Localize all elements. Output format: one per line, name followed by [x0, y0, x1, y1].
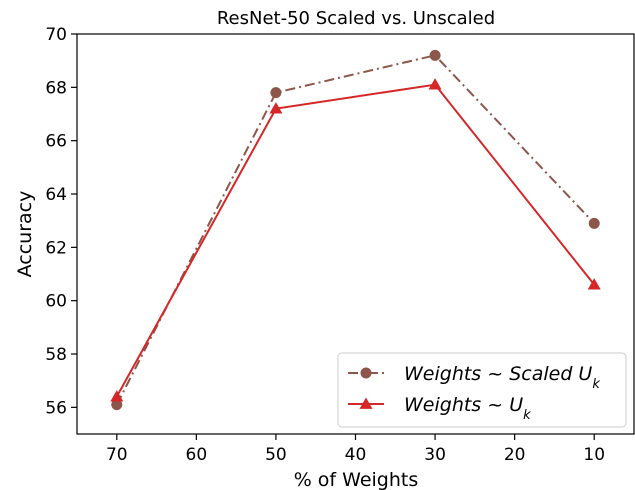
series-2-point	[428, 78, 442, 90]
series-line-1	[115, 54, 595, 406]
x-tick-label: 70	[106, 445, 128, 465]
y-tick-label: 64	[45, 185, 67, 205]
y-tick-label: 66	[45, 132, 67, 152]
y-tick-label: 68	[45, 78, 67, 98]
chart-title: ResNet-50 Scaled vs. Unscaled	[217, 8, 495, 29]
series-1-point	[588, 217, 600, 229]
y-tick-label: 70	[45, 25, 67, 45]
x-tick-label: 20	[504, 445, 526, 465]
legend-box	[337, 352, 627, 428]
x-axis-title: % of Weights	[294, 469, 419, 490]
plot-area: 70 60 50 40 30 20 10 56 58 60 62 64 66 68 70	[45, 25, 635, 465]
x-tick-label: 30	[424, 445, 446, 465]
y-tick-label: 56	[45, 398, 67, 418]
y-axis-title: Accuracy	[14, 191, 36, 278]
x-tick-label: 60	[186, 445, 208, 465]
series-1-point	[270, 87, 282, 99]
legend-marker-2	[359, 397, 373, 409]
y-tick-label: 62	[45, 238, 67, 258]
series-line-2	[115, 83, 595, 398]
series-1-point	[111, 399, 123, 411]
legend-marker-1	[360, 367, 372, 379]
y-tick-label: 60	[45, 292, 67, 312]
x-tick-label: 10	[583, 445, 605, 465]
y-tick-label: 58	[45, 345, 67, 365]
x-tick-label: 50	[265, 445, 287, 465]
series-1-point	[429, 49, 441, 61]
series-2-point	[587, 278, 601, 290]
x-tick-label: 40	[345, 445, 367, 465]
series-2-point	[269, 102, 283, 114]
series-2-point	[110, 390, 124, 402]
